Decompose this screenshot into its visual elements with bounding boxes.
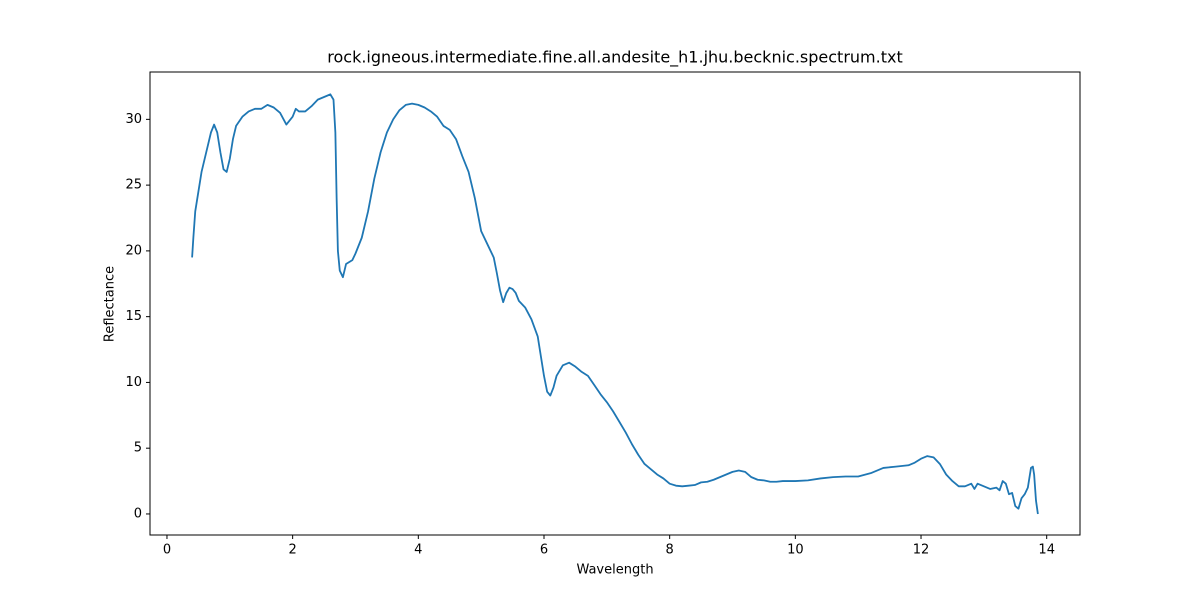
chart-title: rock.igneous.intermediate.fine.all.andes… bbox=[327, 48, 902, 68]
y-tick-label: 25 bbox=[125, 178, 142, 193]
x-tick-label: 4 bbox=[414, 543, 422, 558]
y-tick-label: 15 bbox=[125, 309, 142, 324]
x-tick-label: 12 bbox=[913, 543, 930, 558]
y-tick-label: 0 bbox=[134, 506, 142, 521]
x-tick-label: 8 bbox=[666, 543, 674, 558]
plot-frame bbox=[149, 71, 1081, 536]
y-tick-label: 20 bbox=[125, 243, 142, 258]
x-tick-label: 2 bbox=[289, 543, 297, 558]
y-tick-label: 10 bbox=[125, 375, 142, 390]
x-axis-label: Wavelength bbox=[576, 563, 653, 578]
y-axis-label: Reflectance bbox=[103, 266, 118, 342]
x-tick-label: 14 bbox=[1038, 543, 1055, 558]
x-tick-label: 6 bbox=[540, 543, 548, 558]
x-tick-label: 10 bbox=[787, 543, 804, 558]
y-tick-label: 5 bbox=[134, 441, 142, 456]
x-tick-label: 0 bbox=[163, 543, 171, 558]
y-tick-label: 30 bbox=[125, 112, 142, 127]
data-line bbox=[191, 93, 1039, 515]
